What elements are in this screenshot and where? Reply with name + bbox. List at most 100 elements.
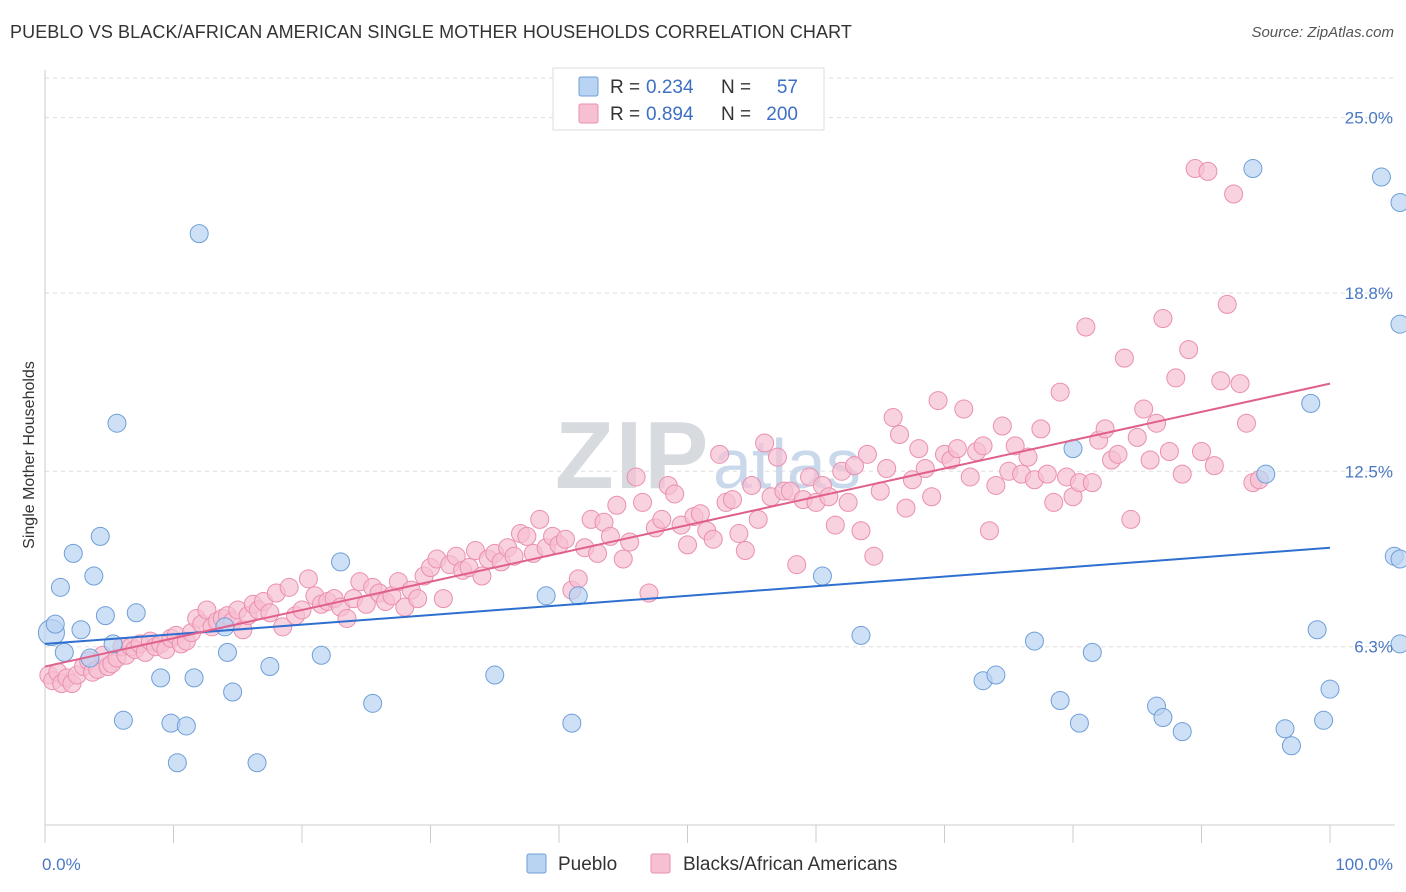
point-black-126 (787, 555, 807, 575)
point-black-50 (298, 569, 318, 589)
point-pueblo-27 (363, 693, 383, 713)
point-black-84 (517, 526, 537, 546)
y-axis-title: Single Mother Households (21, 361, 38, 549)
point-black-184 (1159, 442, 1179, 461)
point-black-162 (1018, 447, 1038, 467)
point-black-160 (1005, 436, 1025, 456)
point-pueblo-35 (986, 665, 1006, 685)
point-pueblo-2 (50, 577, 70, 597)
x-tick-label-0: 0.0% (42, 855, 81, 874)
point-black-152 (954, 399, 974, 419)
point-pueblo-52 (1371, 167, 1391, 187)
bottom-legend-label-pueblo: Pueblo (558, 854, 617, 875)
point-black-153 (960, 467, 980, 487)
point-black-167 (1050, 382, 1070, 402)
point-black-56 (337, 608, 357, 628)
point-black-189 (1192, 442, 1211, 461)
point-pueblo-14 (151, 668, 171, 688)
point-black-132 (825, 515, 845, 535)
point-pueblo-55 (1390, 549, 1406, 569)
source-label: Source: ZipAtlas.com (1251, 24, 1394, 41)
point-pueblo-4 (63, 543, 83, 563)
bottom-legend-label-black: Blacks/African Americans (683, 854, 897, 875)
point-black-172 (1082, 473, 1102, 493)
point-black-194 (1224, 184, 1244, 204)
axes (44, 70, 1395, 843)
point-black-136 (851, 521, 871, 541)
point-black-67 (408, 589, 428, 609)
point-pueblo-13 (126, 603, 146, 623)
point-black-123 (767, 447, 787, 467)
point-black-195 (1230, 374, 1250, 394)
legend-r-value: 0.234 (646, 77, 694, 98)
point-pueblo-24 (260, 657, 280, 677)
point-pueblo-40 (1082, 642, 1102, 662)
point-black-119 (742, 475, 762, 495)
point-black-107 (665, 484, 685, 504)
point-black-120 (748, 509, 768, 529)
point-pueblo-7 (84, 566, 104, 586)
legend-r-label: R = (610, 77, 640, 98)
x-tick-labels: 0.0% 100.0% (42, 855, 1393, 874)
point-black-156 (979, 521, 999, 541)
point-pueblo-23 (247, 753, 267, 773)
point-black-186 (1172, 464, 1192, 484)
point-black-86 (530, 509, 550, 529)
point-black-165 (1037, 464, 1057, 484)
point-pueblo-46 (1275, 719, 1295, 739)
point-pueblo-43 (1172, 722, 1192, 742)
legend-swatch-black (578, 103, 599, 124)
point-pueblo-17 (176, 716, 196, 736)
bottom-legend-swatch-black (650, 853, 671, 874)
point-black-145 (909, 439, 929, 459)
point-black-196 (1236, 413, 1256, 433)
point-pueblo-21 (217, 642, 237, 662)
point-black-183 (1153, 309, 1173, 329)
point-black-102 (633, 492, 653, 512)
point-black-101 (626, 467, 646, 487)
point-black-116 (722, 490, 742, 510)
point-pueblo-15 (161, 713, 181, 733)
point-black-121 (755, 433, 775, 453)
point-black-179 (1127, 427, 1147, 447)
point-pueblo-32 (812, 566, 832, 586)
point-black-47 (279, 577, 299, 597)
point-pueblo-33 (851, 625, 871, 645)
point-black-157 (986, 475, 1006, 495)
point-black-134 (838, 492, 858, 512)
point-black-82 (504, 546, 524, 566)
point-black-143 (896, 498, 916, 518)
point-black-109 (678, 535, 697, 555)
point-black-171 (1076, 317, 1096, 337)
point-pueblo-11 (107, 413, 127, 433)
legend-r-label: R = (610, 104, 640, 125)
point-black-158 (992, 416, 1012, 436)
point-pueblo-57 (1390, 314, 1406, 334)
point-pueblo-31 (568, 586, 588, 606)
point-pueblo-22 (223, 682, 243, 702)
point-black-99 (613, 549, 633, 569)
point-pueblo-1 (45, 614, 65, 634)
y-tick-labels: 6.3% 12.5% 18.8% 25.0% (1345, 109, 1393, 657)
bottom-legend-swatch-pueblo (526, 853, 547, 874)
y-tick-label-2: 18.8% (1345, 284, 1393, 303)
point-black-180 (1134, 399, 1154, 419)
point-black-190 (1198, 161, 1218, 181)
point-pueblo-36 (1024, 631, 1044, 651)
point-pueblo-5 (71, 620, 91, 640)
point-black-191 (1204, 456, 1224, 476)
legend-r-value: 0.894 (646, 104, 694, 125)
point-pueblo-54 (1390, 193, 1406, 212)
point-pueblo-25 (311, 645, 331, 665)
y-tick-label-1: 12.5% (1345, 462, 1393, 481)
point-pueblo-30 (562, 713, 582, 733)
point-pueblo-37 (1050, 691, 1070, 710)
point-pueblo-56 (1390, 634, 1406, 654)
point-black-193 (1217, 294, 1237, 314)
bottom-legend: Pueblo Blacks/African Americans (526, 853, 897, 875)
trend-line-black (44, 382, 1331, 668)
point-black-164 (1031, 419, 1051, 439)
legend: R = 0.234 N = 57 R = 0.894 N = 200 (552, 67, 825, 131)
point-black-71 (433, 589, 453, 609)
